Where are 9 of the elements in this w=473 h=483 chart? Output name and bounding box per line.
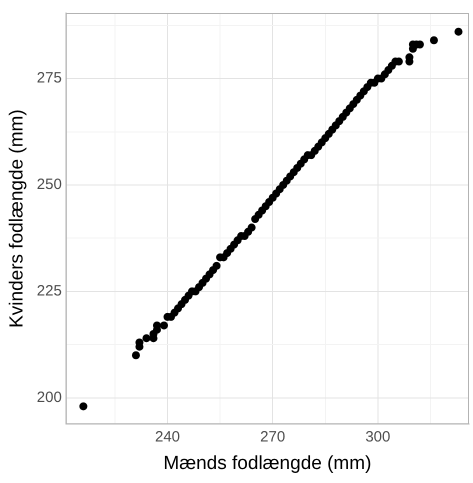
x-tick-label: 300: [365, 428, 390, 446]
y-tick-label: 250: [36, 176, 62, 194]
y-axis-title: Kvinders fodlængde (mm): [6, 109, 28, 328]
y-tick-label: 200: [36, 388, 62, 406]
x-tick-label: 270: [260, 428, 286, 446]
x-axis-title: Mænds fodlængde (mm): [163, 452, 372, 474]
y-tick-label: 225: [36, 282, 62, 300]
x-tick-label: 240: [154, 428, 180, 446]
y-tick-label: 275: [36, 70, 62, 87]
